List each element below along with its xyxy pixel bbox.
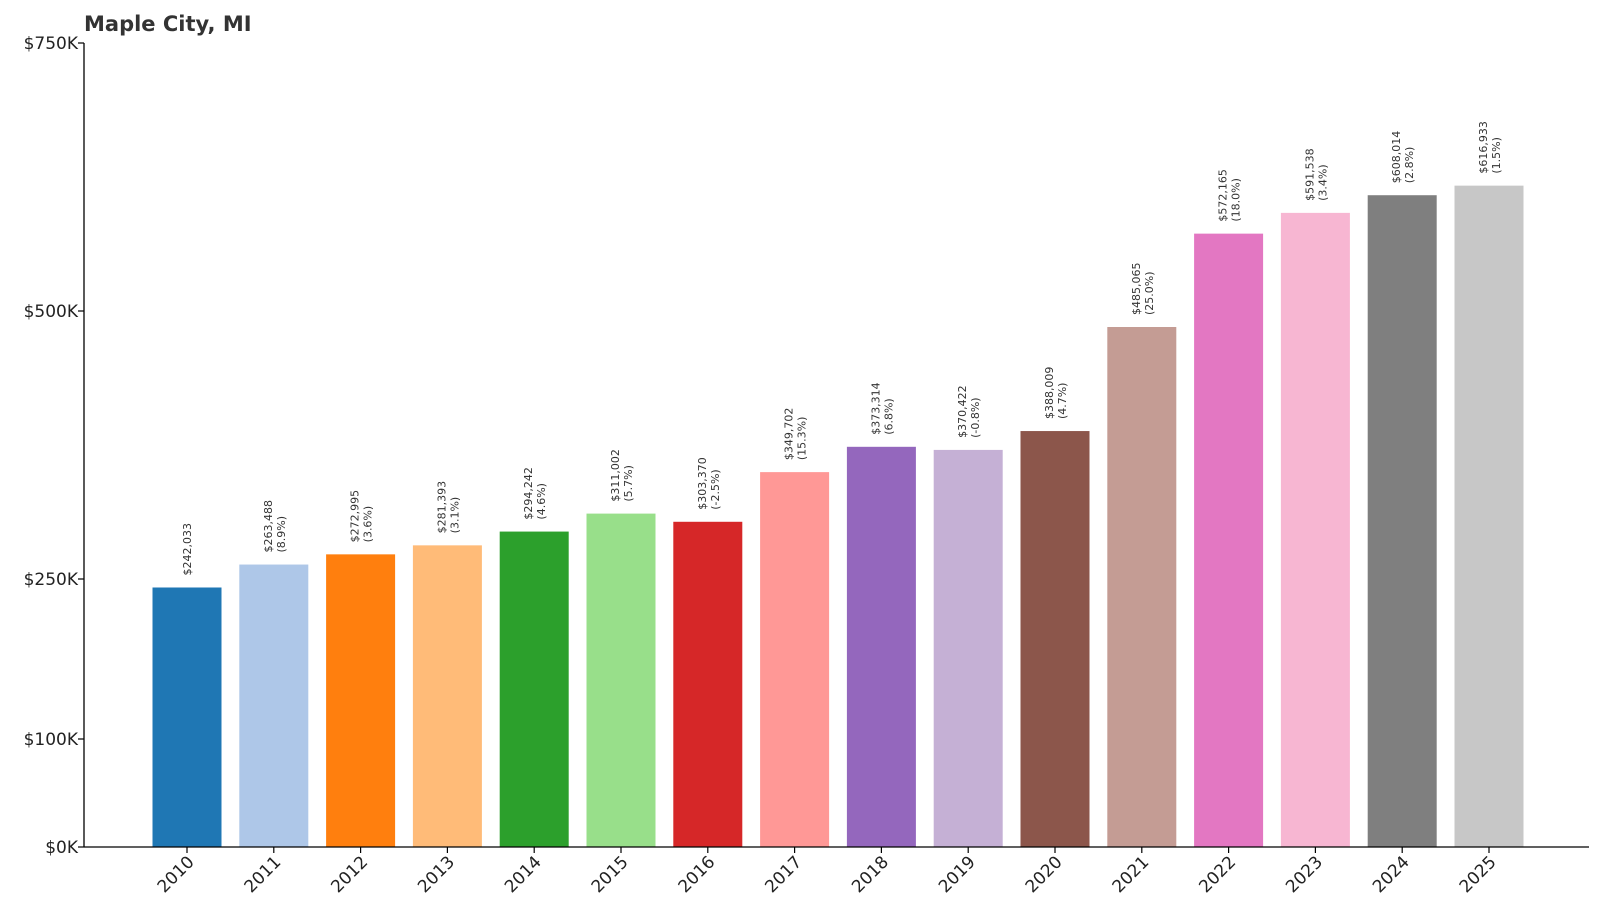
data-label-value: $303,370 — [696, 457, 709, 510]
bar — [1367, 195, 1437, 847]
data-label-change: (6.8%) — [882, 398, 895, 435]
data-label-value: $572,165 — [1217, 169, 1230, 222]
data-label: $388,009(4.7%) — [1043, 367, 1069, 420]
data-label: $272,995(3.6%) — [349, 490, 375, 543]
x-ticks-group: 2010 2011 2012 2013 2014 2015 2016 2017 2018 2019… — [154, 847, 1501, 897]
data-label-value: $242,033 — [181, 523, 194, 576]
bar — [1194, 233, 1264, 848]
x-tick-label: 2024 — [1369, 852, 1414, 897]
data-label-change: (2.8%) — [1403, 147, 1416, 184]
data-label-change: (1.5%) — [1490, 137, 1503, 174]
y-tick-label: $0K — [45, 838, 79, 858]
chart-title: Maple City, MI — [84, 12, 252, 36]
data-label: $373,314(6.8%) — [869, 382, 895, 435]
data-label-value: $485,065 — [1130, 263, 1143, 316]
bar — [412, 545, 482, 847]
x-tick-label: 2019 — [935, 852, 980, 897]
y-tick-label: $250K — [24, 570, 79, 590]
data-label-value: $294,242 — [522, 467, 535, 520]
data-label-change: (4.7%) — [1056, 383, 1069, 420]
bar — [760, 472, 830, 847]
y-tick-label: $500K — [24, 302, 79, 322]
data-label-change: (25.0%) — [1143, 271, 1156, 315]
data-label-change: (8.9%) — [275, 516, 288, 553]
bars-group — [152, 185, 1524, 848]
bar — [673, 521, 743, 847]
data-label: $303,370(-2.5%) — [696, 457, 722, 510]
data-label-value: $388,009 — [1043, 367, 1056, 420]
x-tick-label: 2021 — [1109, 852, 1154, 897]
data-label: $294,242(4.6%) — [522, 467, 548, 520]
bar — [499, 531, 569, 847]
data-label-change: (18.0%) — [1230, 178, 1243, 222]
data-label-value: $608,014 — [1390, 131, 1403, 184]
data-label-change: (3.6%) — [362, 506, 375, 543]
data-label-value: $281,393 — [435, 481, 448, 534]
data-label: $311,002(5.7%) — [609, 449, 635, 502]
data-label: $370,422(-0.8%) — [956, 385, 982, 438]
data-label-change: (-2.5%) — [709, 469, 722, 510]
data-label-value: $311,002 — [609, 449, 622, 502]
data-label-value: $616,933 — [1477, 121, 1490, 174]
data-label: $349,702(15.3%) — [783, 408, 809, 461]
x-tick-label: 2022 — [1195, 852, 1240, 897]
data-label-change: (4.6%) — [535, 483, 548, 520]
data-label: $572,165(18.0%) — [1217, 169, 1243, 222]
bar — [1280, 212, 1350, 847]
x-tick-label: 2023 — [1282, 852, 1327, 897]
data-label: $263,488(8.9%) — [262, 500, 288, 553]
x-tick-label: 2025 — [1456, 852, 1501, 897]
x-tick-label: 2016 — [675, 852, 720, 897]
y-ticks-group: $0K $100K $250K $500K $750K — [24, 34, 84, 858]
data-label-change: (3.4%) — [1316, 164, 1329, 201]
data-label-value: $272,995 — [349, 490, 362, 543]
data-label-change: (5.7%) — [622, 465, 635, 502]
bar — [239, 564, 309, 847]
bar — [1107, 327, 1177, 847]
bar — [326, 554, 396, 847]
x-tick-label: 2017 — [761, 852, 806, 897]
x-tick-label: 2012 — [327, 852, 372, 897]
x-tick-label: 2011 — [241, 852, 286, 897]
x-tick-label: 2010 — [154, 852, 199, 897]
x-tick-label: 2013 — [414, 852, 459, 897]
value-labels-group: $242,033 $263,488(8.9%) $272,995(3.6%) $281… — [181, 121, 1503, 575]
y-tick-label: $750K — [24, 34, 79, 54]
data-label-value: $370,422 — [956, 385, 969, 438]
data-label-value: $373,314 — [869, 382, 882, 435]
data-label-change: (15.3%) — [796, 417, 809, 461]
data-label: $591,538(3.4%) — [1303, 148, 1329, 201]
data-label-change: (-0.8%) — [969, 397, 982, 438]
x-tick-label: 2018 — [848, 852, 893, 897]
bar — [1454, 185, 1524, 847]
bar — [152, 587, 222, 847]
data-label-value: $349,702 — [783, 408, 796, 461]
x-tick-label: 2015 — [588, 852, 633, 897]
data-label: $242,033 — [181, 523, 194, 576]
y-tick-label: $100K — [24, 730, 79, 750]
data-label: $616,933(1.5%) — [1477, 121, 1503, 174]
x-tick-label: 2014 — [501, 852, 546, 897]
bar — [933, 449, 1003, 847]
x-tick-label: 2020 — [1022, 852, 1067, 897]
bar — [846, 446, 916, 847]
bar — [1020, 431, 1090, 847]
bar — [586, 513, 656, 847]
data-label: $485,065(25.0%) — [1130, 263, 1156, 316]
data-label-change: (3.1%) — [448, 497, 461, 534]
data-label: $281,393(3.1%) — [435, 481, 461, 534]
data-label: $608,014(2.8%) — [1390, 131, 1416, 184]
data-label-value: $591,538 — [1303, 148, 1316, 201]
data-label-value: $263,488 — [262, 500, 275, 553]
